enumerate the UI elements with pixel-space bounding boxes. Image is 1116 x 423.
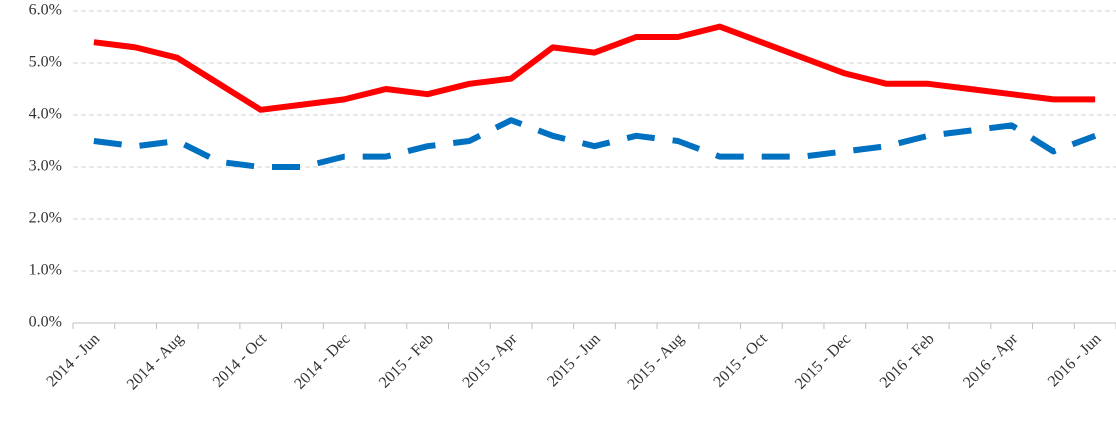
x-tick-label: 2014 - Dec: [291, 330, 353, 392]
x-tick-label: 2015 - Feb: [376, 330, 437, 391]
y-tick-label: 1.0%: [29, 262, 62, 279]
y-tick-label: 4.0%: [29, 106, 62, 123]
x-tick-label: 2015 - Jun: [544, 330, 604, 390]
x-tick-label: 2014 - Aug: [124, 330, 187, 393]
series-line: [93, 23, 1096, 113]
y-tick-label: 0.0%: [29, 314, 62, 331]
x-tick-label: 2015 - Apr: [459, 330, 521, 392]
x-tick-label: 2014 - Oct: [210, 330, 271, 391]
x-tick-label: 2015 - Oct: [710, 330, 771, 391]
y-tick-label: 5.0%: [29, 54, 62, 71]
x-tick-label: 2015 - Dec: [792, 330, 854, 392]
series-line: [93, 117, 1097, 170]
x-tick-label: 2014 - Jun: [43, 330, 103, 390]
x-tick-label: 2016 - Feb: [877, 330, 938, 391]
y-tick-label: 6.0%: [29, 2, 62, 19]
x-tick-label: 2016 - Jun: [1045, 330, 1105, 390]
y-tick-label: 3.0%: [29, 158, 62, 175]
x-tick-label: 2016 - Apr: [960, 330, 1022, 392]
y-tick-label: 2.0%: [29, 210, 62, 227]
x-tick-label: 2015 - Aug: [624, 330, 687, 393]
